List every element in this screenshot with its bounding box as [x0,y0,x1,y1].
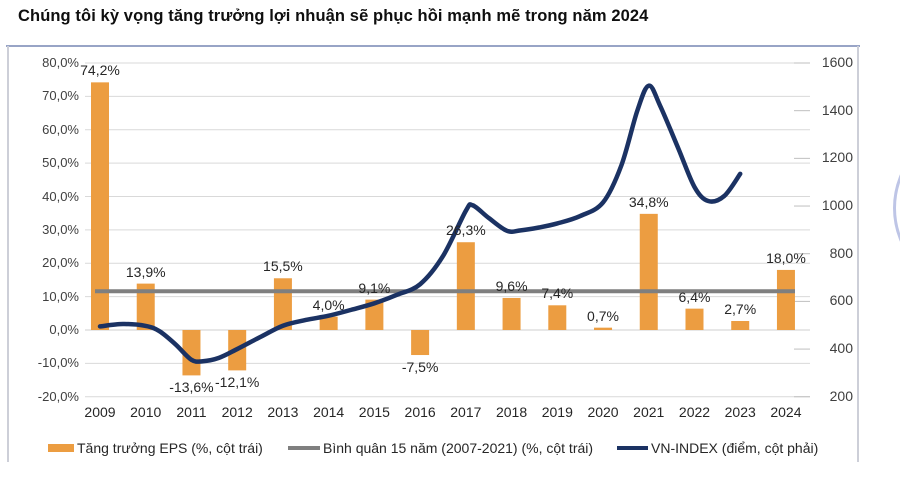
bar-value-label: 15,5% [263,258,303,275]
chart-frame-top-border [6,45,860,47]
bar-value-label: -13,6% [169,379,214,396]
right-axis-tick-label: 1600 [821,54,853,70]
bar-value-label: -7,5% [401,359,439,376]
bar-value-label: 26,3% [445,222,486,239]
legend-label-average: Bình quân 15 năm (2007-2021) (%, cột trá… [323,440,594,456]
eps-bar-2015 [365,299,384,330]
vn-index-line [97,83,743,364]
right-axis-tick-label: 200 [829,387,853,404]
vn-index-line-swatch-icon [617,445,648,451]
bar-value-label: 18,0% [766,249,806,266]
left-axis-tick-label: -20,0% [37,388,79,404]
x-axis-year-label: 2019 [541,404,573,420]
left-axis-tick-label: 80,0% [42,55,79,70]
x-axis-year-label: 2015 [358,404,390,420]
right-axis-tick-label: 400 [829,340,853,357]
x-axis-year-label: 2012 [221,404,253,420]
eps-bar-2019 [548,305,567,330]
left-axis-tick-label: 50,0% [42,155,79,171]
x-axis-year-label: 2010 [130,404,162,420]
bar-value-label: 13,9% [125,263,166,280]
right-axis-tick-label: 800 [829,244,853,261]
eps-bar-2018 [502,297,521,330]
legend-item-eps: Tăng trưởng EPS (%, cột trái) [48,439,263,457]
eps-bar-2021 [639,213,658,330]
eps-bar-2009 [91,82,109,330]
x-axis-year-label: 2024 [770,404,802,420]
legend-item-vnindex: VN-INDEX (điểm, cột phải) [617,439,818,457]
legend-item-average: Bình quân 15 năm (2007-2021) (%, cột trá… [288,439,593,457]
chart-title: Chúng tôi kỳ vọng tăng trưởng lợi nhuận … [18,7,649,25]
right-axis-tick-label: 600 [829,292,853,309]
bar-value-label: 34,8% [628,193,669,210]
x-axis-year-label: 2014 [313,404,345,420]
left-axis-tick-label: 60,0% [42,121,79,137]
chart-frame-left-border [7,46,9,462]
eps-bar-2022 [685,308,704,330]
bar-value-label: 74,2% [80,62,120,79]
x-axis-year-label: 2009 [84,404,116,420]
legend-label-vnindex: VN-INDEX (điểm, cột phải) [651,440,819,456]
x-axis-year-label: 2016 [404,404,436,420]
eps-bar-2016 [411,330,430,356]
x-axis-year-label: 2013 [267,404,299,420]
left-axis-tick-label: 0,0% [49,322,79,337]
left-axis-tick-label: 20,0% [42,255,79,271]
average-line-swatch-icon [288,446,320,450]
left-axis-tick-label: 40,0% [42,188,79,204]
x-axis-year-label: 2023 [724,404,756,420]
bar-value-label: 4,0% [312,296,345,313]
left-axis-tick-label: -10,0% [37,355,79,371]
bar-value-label: 2,7% [724,300,757,317]
eps-bar-2024 [776,269,795,330]
right-axis-tick-label: 1200 [821,149,853,166]
bar-value-label: 6,4% [678,288,711,305]
x-axis-year-label: 2022 [678,404,711,420]
x-axis-year-label: 2021 [633,404,665,420]
eps-bar-2010 [136,283,155,330]
bar-value-label: 9,1% [358,279,391,296]
eps-bar-2023 [731,320,750,330]
legend-label-eps: Tăng trưởng EPS (%, cột trái) [77,440,263,456]
bar-value-label: 7,4% [541,285,574,302]
bar-value-label: 0,7% [587,307,619,324]
bar-value-label: -12,1% [215,374,260,391]
x-axis-year-label: 2018 [495,404,528,420]
right-axis-tick-label: 1000 [821,197,853,214]
left-axis-tick-label: 30,0% [42,221,79,237]
eps-bar-2017 [456,242,475,330]
right-axis-tick-label: 1400 [821,101,853,118]
x-axis-year-label: 2011 [176,404,207,420]
eps-bar-2014 [319,316,338,330]
chart-frame-right-border [857,46,859,462]
left-axis-tick-label: 70,0% [42,88,79,104]
eps-bar-swatch-icon [48,444,74,452]
x-axis-year-label: 2017 [450,404,482,420]
eps-bar-2020 [594,327,613,330]
bar-value-label: 9,6% [495,277,528,294]
eps-bar-2011 [182,330,201,376]
left-axis-tick-label: 10,0% [42,288,79,304]
x-axis-year-label: 2020 [587,404,619,420]
